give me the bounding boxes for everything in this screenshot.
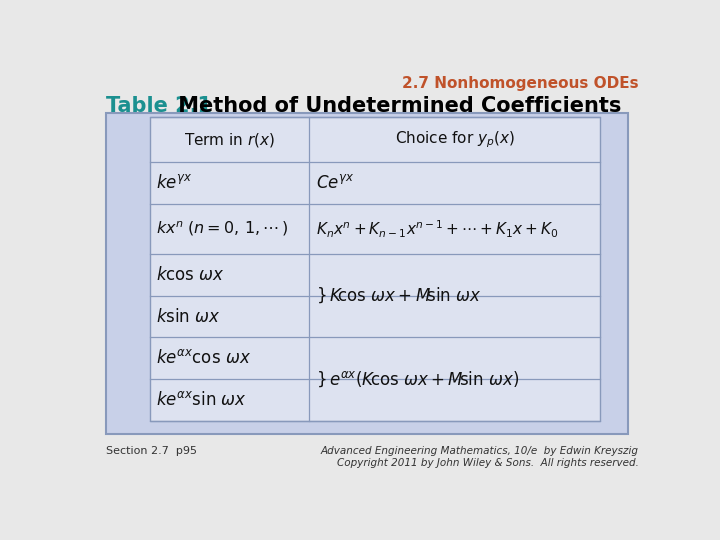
Text: $k\cos\,\omega x$: $k\cos\,\omega x$ [156, 266, 225, 284]
Text: Choice for $y_p(x)$: Choice for $y_p(x)$ [395, 130, 515, 150]
Text: $ke^{\alpha x}\sin\,\omega x$: $ke^{\alpha x}\sin\,\omega x$ [156, 391, 246, 409]
Text: $ke^{\alpha x}\cos\,\omega x$: $ke^{\alpha x}\cos\,\omega x$ [156, 349, 251, 367]
Text: 2.7 Nonhomogeneous ODEs: 2.7 Nonhomogeneous ODEs [402, 76, 639, 91]
Text: $K_nx^n+K_{n-1}x^{n-1}+\cdots+K_1x+K_0$: $K_nx^n+K_{n-1}x^{n-1}+\cdots+K_1x+K_0$ [315, 218, 558, 240]
Text: $kx^{n}\;(n=0,\,1,\cdots\,)$: $kx^{n}\;(n=0,\,1,\cdots\,)$ [156, 220, 288, 238]
Text: Advanced Engineering Mathematics, 10/e  by Edwin Kreyszig
Copyright 2011 by John: Advanced Engineering Mathematics, 10/e b… [320, 446, 639, 468]
Text: $k\sin\,\omega x$: $k\sin\,\omega x$ [156, 307, 220, 326]
Text: Section 2.7  p95: Section 2.7 p95 [106, 446, 197, 456]
FancyBboxPatch shape [150, 117, 600, 421]
Text: $\}\,e^{\alpha x}(K\!\cos\,\omega x+M\!\sin\,\omega x)$: $\}\,e^{\alpha x}(K\!\cos\,\omega x+M\!\… [315, 369, 519, 389]
Text: Method of Undetermined Coefficients: Method of Undetermined Coefficients [171, 96, 621, 116]
FancyBboxPatch shape [106, 112, 628, 434]
Text: Term in $r(x)$: Term in $r(x)$ [184, 131, 275, 149]
Text: $Ce^{\gamma x}$: $Ce^{\gamma x}$ [315, 174, 354, 192]
Text: Table 2.1: Table 2.1 [106, 96, 212, 116]
Text: $ke^{\gamma x}$: $ke^{\gamma x}$ [156, 174, 192, 192]
Text: $\}\,K\!\cos\,\omega x+M\!\sin\,\omega x$: $\}\,K\!\cos\,\omega x+M\!\sin\,\omega x… [315, 286, 482, 306]
